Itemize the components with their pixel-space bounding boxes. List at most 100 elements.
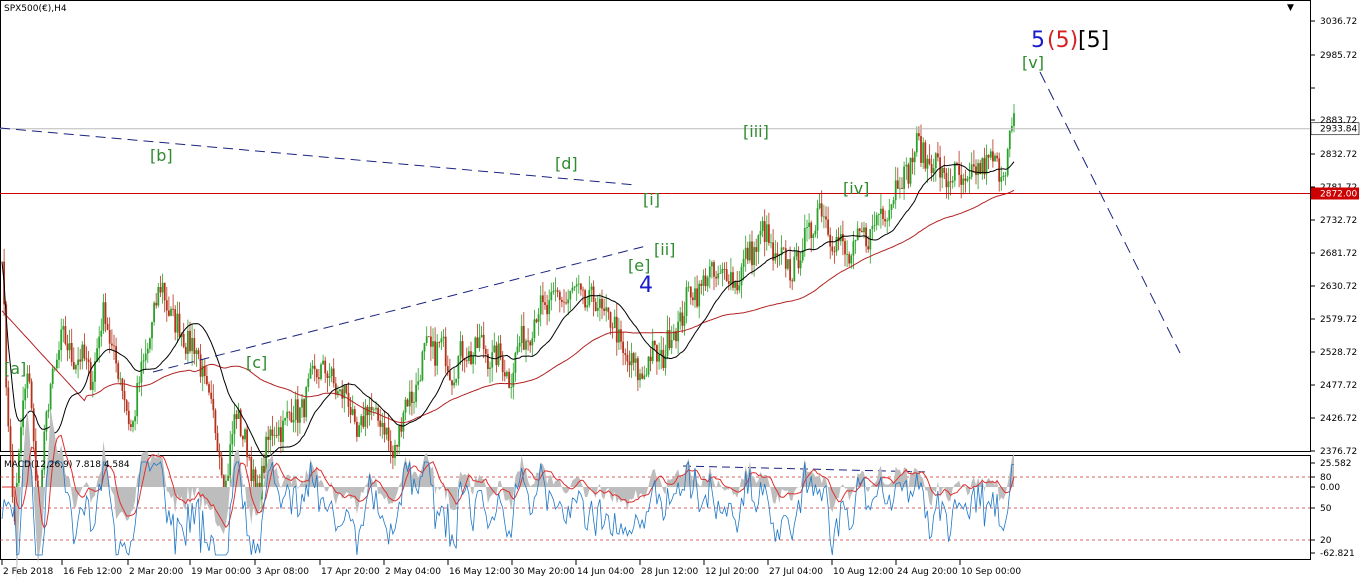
candle-body	[784, 248, 787, 269]
candle-body	[525, 340, 527, 350]
candle-body	[943, 167, 946, 173]
candle-body	[770, 242, 772, 244]
time-tick-label: 10 Sep 00:00	[961, 567, 1021, 577]
candle-body	[503, 372, 506, 377]
candle-body	[563, 301, 565, 303]
candle-body	[926, 158, 929, 169]
wave-label-c: [c]	[246, 353, 267, 372]
candle-body	[349, 407, 352, 415]
candle-body	[51, 368, 54, 385]
candle-body	[947, 181, 950, 188]
candle-body	[514, 352, 517, 373]
candle-body	[584, 290, 586, 308]
candle-body	[854, 240, 857, 242]
candle-body	[658, 354, 660, 362]
candle-body	[810, 222, 813, 238]
candle-body	[463, 358, 466, 361]
candle-body	[848, 254, 851, 264]
candle-body	[512, 372, 515, 388]
candle-body	[829, 234, 832, 247]
candle-body	[318, 377, 320, 379]
candle-body	[820, 203, 823, 217]
candle-body	[286, 411, 289, 418]
candle-body	[922, 142, 925, 163]
candle-body	[573, 286, 576, 288]
candle-body	[83, 344, 86, 359]
candle-body	[656, 345, 658, 362]
candle-body	[890, 204, 893, 210]
candle-body	[121, 378, 124, 391]
candle-body	[130, 424, 132, 427]
candle-body	[184, 347, 187, 354]
candle-body	[1008, 130, 1011, 150]
candle-body	[953, 162, 956, 181]
candle-body	[434, 341, 436, 366]
candle-body	[685, 287, 688, 316]
candle-body	[842, 234, 844, 242]
candle-body	[696, 288, 698, 307]
candle-body	[861, 231, 863, 233]
wave-label-four: 4	[639, 273, 653, 298]
candle-body	[964, 178, 967, 181]
candle-body	[222, 475, 225, 489]
candle-body	[565, 302, 567, 304]
upper-triangle-trendline	[0, 127, 637, 186]
candle-body	[966, 178, 969, 181]
candle-body	[844, 241, 846, 255]
chart-scroll-arrow[interactable]: ▼	[1287, 3, 1294, 13]
candle-body	[768, 224, 770, 243]
candle-body	[664, 355, 667, 368]
wave-label-iv: [iv]	[843, 179, 869, 198]
candle-body	[301, 399, 303, 408]
candle-body	[263, 465, 265, 473]
candle-body	[267, 436, 270, 440]
candle-body	[522, 326, 525, 350]
candle-body	[799, 260, 802, 269]
price-tick-label: 2376.72	[1320, 447, 1357, 457]
time-tick-label: 19 Mar 00:00	[191, 567, 251, 577]
candle-body	[269, 429, 272, 440]
candle-body	[833, 251, 836, 253]
candle-body	[195, 350, 198, 354]
candle-body	[170, 308, 172, 316]
candle-body	[719, 273, 722, 274]
wave-label-b: [b]	[150, 146, 173, 165]
wave-label-i: [i]	[643, 190, 660, 209]
candle-body	[708, 266, 711, 278]
candle-body	[381, 422, 384, 427]
candle-body	[385, 427, 388, 435]
candle-body	[704, 275, 707, 287]
time-tick-label: 2 May 04:00	[385, 567, 441, 577]
candle-body	[506, 371, 508, 377]
wave-label-a: [a]	[4, 359, 26, 378]
candle-body	[867, 246, 870, 250]
candle-body	[45, 411, 48, 432]
candle-body	[542, 295, 544, 303]
candle-body	[958, 165, 960, 175]
candle-body	[206, 376, 208, 385]
candle-body	[622, 341, 624, 353]
candle-body	[837, 236, 840, 242]
candle-body	[753, 247, 755, 265]
candle-body	[288, 411, 291, 413]
candle-body	[945, 172, 948, 188]
candle-body	[351, 409, 354, 415]
candle-body	[421, 351, 424, 381]
candle-body	[379, 420, 382, 427]
candle-body	[871, 226, 874, 230]
candle-body	[372, 409, 375, 411]
candle-body	[613, 316, 616, 328]
candle-body	[360, 416, 363, 426]
candle-body	[24, 388, 27, 401]
candle-body	[489, 367, 491, 369]
candle-body	[734, 282, 736, 288]
candle-body	[683, 316, 686, 326]
candle-body	[569, 290, 572, 300]
candle-body	[577, 283, 580, 285]
candle-body	[780, 247, 783, 255]
candle-body	[561, 299, 563, 302]
candle-body	[539, 295, 542, 315]
candle-body	[615, 316, 618, 343]
candle-body	[26, 373, 29, 389]
